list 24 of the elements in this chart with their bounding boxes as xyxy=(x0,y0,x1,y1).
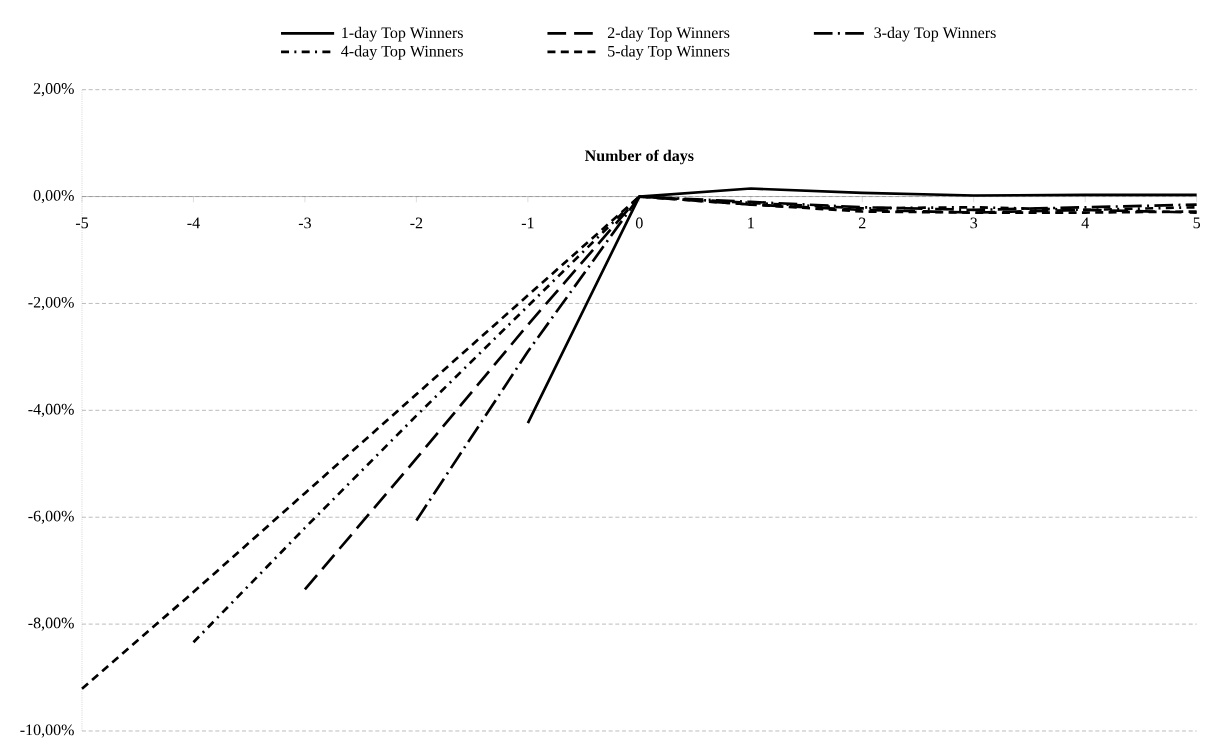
legend-label: 1-day Top Winners xyxy=(342,26,463,42)
x-tick-label: 3 xyxy=(970,217,978,229)
legend-label: 2-day Top Winners xyxy=(607,26,730,42)
x-tick-label: 1 xyxy=(748,217,754,229)
x-tick-label: -4 xyxy=(187,217,200,229)
y-tick-label: -8,00% xyxy=(28,617,74,631)
x-tick-label: -5 xyxy=(75,217,89,229)
x-tick-label: 2 xyxy=(858,217,866,229)
x-tick-label: 5 xyxy=(1193,217,1201,229)
legend-label: 4-day Top Winners xyxy=(341,45,463,60)
x-tick-label: 0 xyxy=(635,217,643,229)
x-axis-title: Number of days xyxy=(584,149,694,165)
y-tick-label: -10,00% xyxy=(20,724,74,738)
y-tick-label: -2,00% xyxy=(28,296,74,310)
x-tick-label: -1 xyxy=(521,217,534,229)
legend-label: 5-day Top Winners xyxy=(608,45,730,60)
x-tick-label: -2 xyxy=(410,217,423,229)
y-tick-label: 0,00% xyxy=(33,190,74,204)
x-tick-label: 4 xyxy=(1081,217,1089,229)
y-tick-label: -4,00% xyxy=(28,403,74,417)
y-tick-label: 2,00% xyxy=(33,83,74,97)
y-tick-label: -6,00% xyxy=(28,510,74,524)
x-tick-label: -3 xyxy=(298,217,311,229)
legend-label: 3-day Top Winners xyxy=(874,26,996,42)
